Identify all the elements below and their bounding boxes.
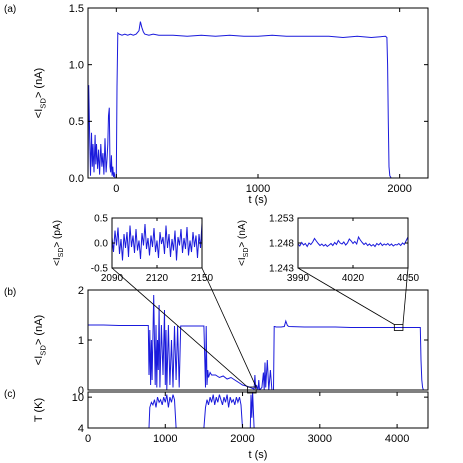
connector-line xyxy=(402,267,409,325)
y-axis-label: <ISD> (pA) xyxy=(52,220,65,266)
connector-line xyxy=(297,267,395,325)
y-tick-label: 0.5 xyxy=(69,116,84,128)
y-tick-label: 1 xyxy=(78,335,84,347)
panel-label: (a) xyxy=(4,4,16,15)
plot-frame xyxy=(87,7,429,179)
panel-2: 1.243 1.248 1.253 3990 4020 4050 <ISD> (nA) xyxy=(237,214,420,285)
x-tick-label: 0 xyxy=(85,433,91,445)
plot-frame xyxy=(87,391,429,429)
y-tick-label: 0.5 xyxy=(94,214,108,225)
panel-label: (b) xyxy=(4,287,16,298)
connector-line xyxy=(201,267,257,388)
x-tick-label: 1000 xyxy=(246,183,270,195)
y-axis-label: <ISD> (nA) xyxy=(237,220,250,266)
series-line-4-0 xyxy=(88,392,428,428)
y-tick-label: 2 xyxy=(78,285,84,297)
y-tick-label: 4 xyxy=(78,423,84,435)
y-tick-label: 1.243 xyxy=(269,264,294,275)
x-tick-label: 4000 xyxy=(385,433,409,445)
x-tick-label: 4050 xyxy=(397,273,420,284)
x-tick-label: 4020 xyxy=(342,273,365,284)
series-line-0-0 xyxy=(88,21,392,178)
y-tick-label: 1.248 xyxy=(269,239,294,250)
plot-frame xyxy=(87,289,429,391)
panel-4: 4 10 0 1000 2000 3000 4000 t (s) T (K) (c) xyxy=(4,389,429,461)
y-tick-label: 1.0 xyxy=(69,60,84,72)
y-axis-label: <ISD> (nA) xyxy=(33,68,47,118)
inset-connector-lines xyxy=(111,267,409,394)
panel-0: 0.0 0.5 1.0 1.5 0 1000 2000 t (s) <ISD> (nA) (a) xyxy=(4,3,429,206)
connector-line xyxy=(111,267,248,388)
x-tick-label: 3990 xyxy=(287,273,310,284)
y-tick-label: 1.253 xyxy=(269,214,294,225)
y-tick-label: 10 xyxy=(72,392,84,404)
x-tick-label: 3000 xyxy=(308,433,332,445)
x-tick-label: 2150 xyxy=(191,273,214,284)
y-tick-label: 1.5 xyxy=(69,3,84,15)
series-line-1-0 xyxy=(112,222,202,261)
x-axis-label: t (s) xyxy=(249,194,268,206)
panel-label: (c) xyxy=(4,389,16,400)
y-tick-label: 0 xyxy=(78,385,84,397)
panel-3: 0 1 2 <ISD> (nA) (b) xyxy=(4,285,429,397)
x-tick-label: 2000 xyxy=(230,433,254,445)
y-axis-label: <ISD> (nA) xyxy=(33,315,47,365)
y-tick-label: -0.5 xyxy=(91,264,109,275)
zoom-marker-box-1 xyxy=(393,324,404,331)
x-tick-label: 2120 xyxy=(146,273,169,284)
x-tick-label: 2000 xyxy=(387,183,411,195)
x-tick-label: 2090 xyxy=(101,273,124,284)
zoom-marker-box-0 xyxy=(247,386,257,394)
x-tick-label: 1000 xyxy=(153,433,177,445)
series-line-2-0 xyxy=(298,235,408,248)
y-tick-label: 0.0 xyxy=(69,173,84,185)
x-axis-label: t (s) xyxy=(249,449,268,461)
y-axis-label: T (K) xyxy=(33,398,45,422)
y-tick-label: 0.0 xyxy=(94,239,108,250)
series-line-3-0 xyxy=(88,294,424,390)
x-tick-label: 0 xyxy=(113,183,119,195)
panel-1: -0.5 0.0 0.5 2090 2120 2150 <ISD> (pA) xyxy=(52,214,214,285)
